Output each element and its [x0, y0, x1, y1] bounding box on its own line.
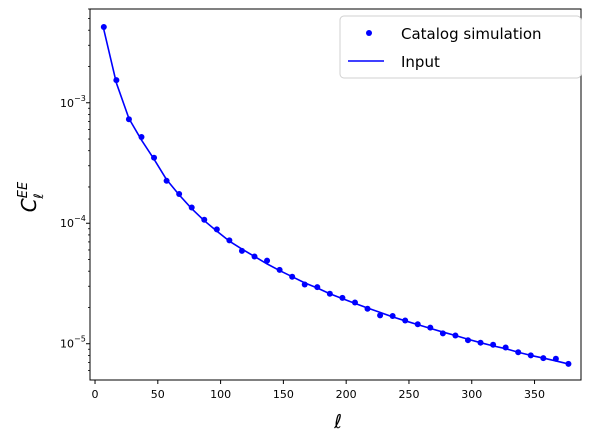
plot-frame — [89, 8, 582, 381]
x-tick-label: 150 — [273, 388, 294, 401]
data-point-catalog-simulation — [226, 237, 233, 244]
legend-marker-catalog-simulation — [366, 30, 372, 36]
plot-layer — [100, 24, 572, 367]
legend-frame — [339, 15, 582, 79]
data-point-catalog-simulation — [439, 330, 446, 337]
data-point-catalog-simulation — [213, 226, 220, 233]
data-point-catalog-simulation — [100, 24, 107, 31]
data-point-catalog-simulation — [527, 352, 534, 359]
data-point-catalog-simulation — [565, 360, 572, 367]
x-tick-label: 250 — [398, 388, 419, 401]
data-point-catalog-simulation — [339, 294, 346, 301]
data-point-catalog-simulation — [314, 284, 321, 291]
data-point-catalog-simulation — [477, 339, 484, 346]
data-point-catalog-simulation — [238, 247, 245, 254]
y-axis-label: CEEℓ — [16, 181, 47, 212]
data-point-catalog-simulation — [276, 266, 283, 273]
data-point-catalog-simulation — [188, 204, 195, 211]
legend-label-catalog-simulation: Catalog simulation — [401, 25, 542, 43]
data-point-catalog-simulation — [427, 324, 434, 331]
data-point-catalog-simulation — [163, 177, 170, 184]
data-point-catalog-simulation — [464, 337, 471, 344]
data-point-catalog-simulation — [176, 190, 183, 197]
x-tick-label: 350 — [524, 388, 545, 401]
data-point-catalog-simulation — [502, 344, 509, 351]
legend-label-input: Input — [401, 53, 440, 71]
data-point-catalog-simulation — [452, 332, 459, 339]
data-point-catalog-simulation — [377, 312, 384, 319]
data-point-catalog-simulation — [364, 305, 371, 312]
data-point-catalog-simulation — [289, 273, 296, 280]
data-point-catalog-simulation — [113, 77, 120, 84]
axes-layer: 0 50 100 150 200 250 300 350 10−5 10−4 10−3 — [60, 8, 582, 401]
data-point-catalog-simulation — [251, 253, 258, 260]
x-tick-label: 100 — [210, 388, 231, 401]
x-tick-label: 300 — [461, 388, 482, 401]
data-point-catalog-simulation — [351, 299, 358, 306]
data-point-catalog-simulation — [201, 216, 208, 223]
data-point-catalog-simulation — [264, 257, 271, 264]
x-axis-label: ℓ — [333, 411, 342, 433]
data-point-catalog-simulation — [125, 116, 132, 123]
x-tick-label: 50 — [151, 388, 165, 401]
data-point-catalog-simulation — [402, 317, 409, 324]
data-point-catalog-simulation — [138, 133, 145, 140]
data-point-catalog-simulation — [326, 290, 333, 297]
y-tick-label: 10−4 — [60, 214, 86, 230]
data-point-catalog-simulation — [301, 281, 308, 288]
data-point-catalog-simulation — [515, 349, 522, 356]
legend: Catalog simulation Input — [339, 15, 582, 79]
y-tick-label: 10−5 — [60, 335, 86, 351]
x-tick-label: 0 — [92, 388, 99, 401]
data-point-catalog-simulation — [540, 355, 547, 362]
y-tick-label: 10−3 — [60, 94, 86, 110]
data-point-catalog-simulation — [414, 321, 421, 328]
x-tick-label: 200 — [336, 388, 357, 401]
data-point-catalog-simulation — [552, 355, 559, 362]
data-point-catalog-simulation — [151, 154, 158, 161]
data-point-catalog-simulation — [490, 341, 497, 348]
data-point-catalog-simulation — [389, 312, 396, 319]
series-line-input — [103, 29, 569, 365]
